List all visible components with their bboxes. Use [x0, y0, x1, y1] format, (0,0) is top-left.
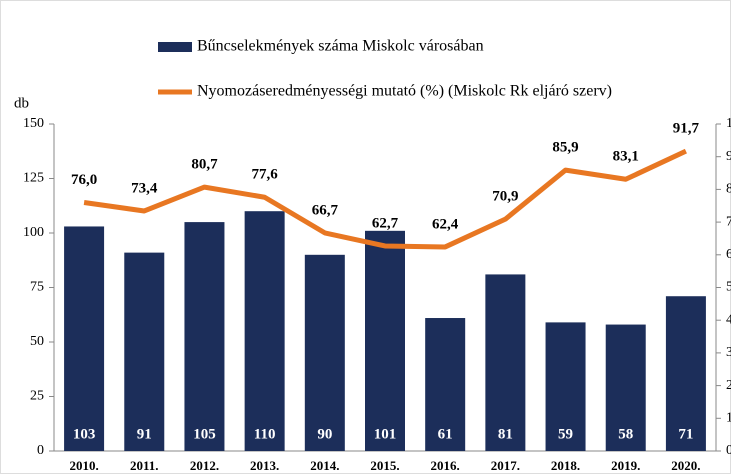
x-tick-label: 2013. [250, 458, 279, 473]
x-tick-label: 2016. [431, 458, 460, 473]
x-tick-label: 2012. [190, 458, 219, 473]
y2-tick-label: 30 [726, 345, 731, 360]
bar [124, 253, 164, 451]
bar [245, 211, 285, 451]
line-value-label: 80,7 [191, 157, 218, 173]
bar-value-label: 110 [254, 426, 276, 442]
y2-tick-label: 40 [726, 312, 731, 327]
bar-value-label: 105 [193, 426, 216, 442]
x-tick-label: 2020. [671, 458, 700, 473]
y-tick-label: 25 [30, 389, 44, 404]
y2-tick-label: 50 [726, 280, 731, 295]
bar-value-label: 103 [73, 426, 96, 442]
x-tick-label: 2011. [130, 458, 159, 473]
y2-tick-label: 70 [726, 214, 731, 229]
y2-tick-label: 10 [726, 411, 731, 426]
x-tick-label: 2015. [370, 458, 399, 473]
y-tick-label: 125 [23, 171, 44, 186]
x-tick-label: 2018. [551, 458, 580, 473]
line-value-label: 91,7 [673, 121, 700, 137]
y2-tick-label: 20 [726, 378, 731, 393]
y-tick-label: 50 [30, 334, 44, 349]
x-tick-label: 2014. [310, 458, 339, 473]
line-value-label: 73,4 [131, 180, 158, 196]
y-tick-label: 150 [23, 116, 44, 131]
line-value-label: 77,6 [252, 167, 279, 183]
x-tick-label: 2019. [611, 458, 640, 473]
bar-value-label: 91 [137, 426, 152, 442]
y2-tick-label: 60 [726, 247, 731, 262]
y2-tick-label: 90 [726, 149, 731, 164]
bar-value-label: 101 [374, 426, 397, 442]
y-tick-label: 75 [30, 280, 44, 295]
legend-label: Bűncselekmények száma Miskolc városában [197, 38, 484, 55]
bar-value-label: 81 [498, 426, 513, 442]
bar [485, 274, 525, 451]
y-axis-label: db [14, 95, 29, 111]
y2-tick-label: 80 [726, 182, 731, 197]
bar-value-label: 61 [438, 426, 453, 442]
bar [64, 226, 104, 451]
line-value-label: 62,7 [372, 215, 399, 231]
legend-swatch [158, 42, 192, 52]
y2-tick-label: 0 [726, 443, 731, 458]
legend-label: Nyomozáseredményességi mutató (%) (Misko… [197, 83, 612, 100]
y2-tick-label: 100 [726, 116, 731, 131]
bar-value-label: 90 [317, 426, 332, 442]
line-value-label: 83,1 [613, 149, 639, 165]
line-value-label: 76,0 [71, 172, 97, 188]
y-tick-label: 100 [23, 225, 44, 240]
x-tick-label: 2017. [491, 458, 520, 473]
y-tick-label: 0 [37, 443, 44, 458]
line-value-label: 85,9 [552, 140, 578, 156]
bar [184, 222, 224, 451]
bar-value-label: 58 [618, 426, 633, 442]
line-value-label: 66,7 [312, 202, 339, 218]
bar [305, 255, 345, 451]
bar [365, 231, 405, 451]
x-tick-label: 2010. [69, 458, 98, 473]
bar-value-label: 71 [678, 426, 693, 442]
bar-value-label: 59 [558, 426, 573, 442]
chart: db 0 25 50 75 100 125 150 0 10 20 30 40 50 60 70 80 90 10… [0, 0, 731, 474]
line-value-label: 62,4 [432, 216, 459, 232]
line-value-label: 70,9 [492, 189, 518, 205]
